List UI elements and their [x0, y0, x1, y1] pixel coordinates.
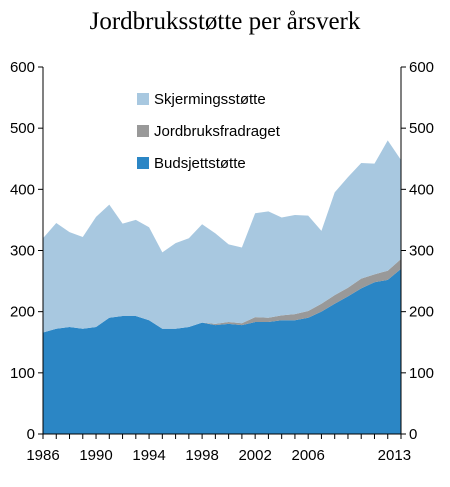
y-tick-label-left: 200 — [10, 304, 35, 321]
x-tick-label: 1998 — [185, 447, 218, 464]
legend-swatch-skjermingsst-tte — [137, 93, 149, 105]
x-tick-label: 2006 — [291, 447, 324, 464]
y-tick-label-right: 0 — [409, 426, 417, 443]
y-tick-label-left: 400 — [10, 181, 35, 198]
y-tick-label-left: 100 — [10, 365, 35, 382]
y-tick-label-right: 400 — [409, 181, 434, 198]
x-tick-label: 2013 — [378, 447, 411, 464]
y-tick-label-left: 600 — [10, 59, 35, 76]
x-tick-label: 1986 — [26, 447, 59, 464]
y-tick-label-right: 600 — [409, 59, 434, 76]
y-tick-label-left: 300 — [10, 243, 35, 260]
x-tick-label: 1994 — [132, 447, 165, 464]
x-tick-label: 2002 — [238, 447, 271, 464]
y-tick-label-left: 500 — [10, 120, 35, 137]
y-tick-label-left: 0 — [27, 426, 35, 443]
x-tick-label: 1990 — [79, 447, 112, 464]
y-tick-label-right: 100 — [409, 365, 434, 382]
chart-title: Jordbruksstøtte per årsverk — [89, 8, 361, 35]
legend-label-skjermingsst-tte: Skjermingsstøtte — [154, 91, 266, 108]
area-budsjettst-tte — [43, 268, 401, 434]
legend-label-budsjettst-tte: Budsjettstøtte — [154, 155, 246, 172]
area-jordbruksfradraget — [43, 259, 401, 333]
legend-swatch-budsjettst-tte — [137, 157, 149, 169]
y-tick-label-right: 500 — [409, 120, 434, 137]
y-tick-label-right: 200 — [409, 304, 434, 321]
y-tick-label-right: 300 — [409, 243, 434, 260]
legend-label-jordbruksfradraget: Jordbruksfradraget — [154, 123, 281, 140]
legend-swatch-jordbruksfradraget — [137, 125, 149, 137]
area-skjermingsst-tte — [43, 140, 401, 333]
